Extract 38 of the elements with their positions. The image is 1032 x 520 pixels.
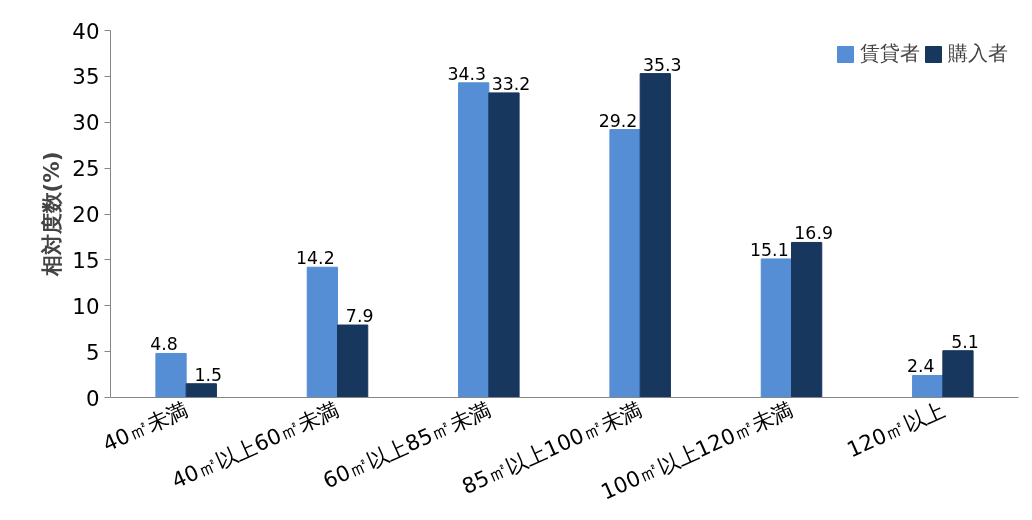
data-label: 34.3 [447, 63, 486, 84]
y-tick-label: 10 [72, 293, 100, 319]
bar [942, 350, 974, 398]
bar [760, 258, 792, 398]
y-tick-label: 0 [85, 385, 100, 411]
bar [306, 266, 338, 398]
data-label: 4.8 [150, 334, 178, 355]
data-label: 35.3 [643, 54, 682, 75]
bar [185, 383, 217, 398]
bar [791, 241, 823, 398]
data-label: 16.9 [794, 223, 833, 244]
y-tick-label: 15 [72, 247, 100, 273]
y-tick-label: 30 [72, 110, 100, 136]
y-tick-label: 25 [72, 156, 100, 182]
data-label: 14.2 [296, 248, 335, 269]
y-tick-label: 40 [72, 18, 100, 44]
data-label: 15.1 [750, 239, 789, 260]
x-tick-label: 120㎡以上 [843, 397, 948, 463]
data-label: 33.2 [491, 73, 531, 94]
data-label: 5.1 [951, 331, 979, 352]
y-tick-label: 5 [85, 339, 100, 365]
bar [458, 82, 490, 398]
bar [337, 324, 369, 398]
bar [912, 374, 944, 398]
data-label: 2.4 [906, 356, 935, 377]
data-label: 1.5 [194, 364, 223, 385]
legend-label: 賃貸者 [860, 40, 920, 67]
y-tick-label: 20 [72, 202, 100, 227]
data-label: 7.9 [345, 306, 374, 327]
data-label: 29.2 [598, 110, 638, 131]
y-axis-title: 相対度数(%) [39, 151, 65, 278]
bar [609, 129, 641, 398]
y-tick-label: 35 [72, 64, 100, 90]
legend-label: 購入者 [948, 40, 1008, 67]
bar [488, 92, 520, 398]
x-tick-label: 40㎡未満 [98, 397, 192, 457]
bar [639, 73, 671, 398]
bar [155, 352, 187, 398]
